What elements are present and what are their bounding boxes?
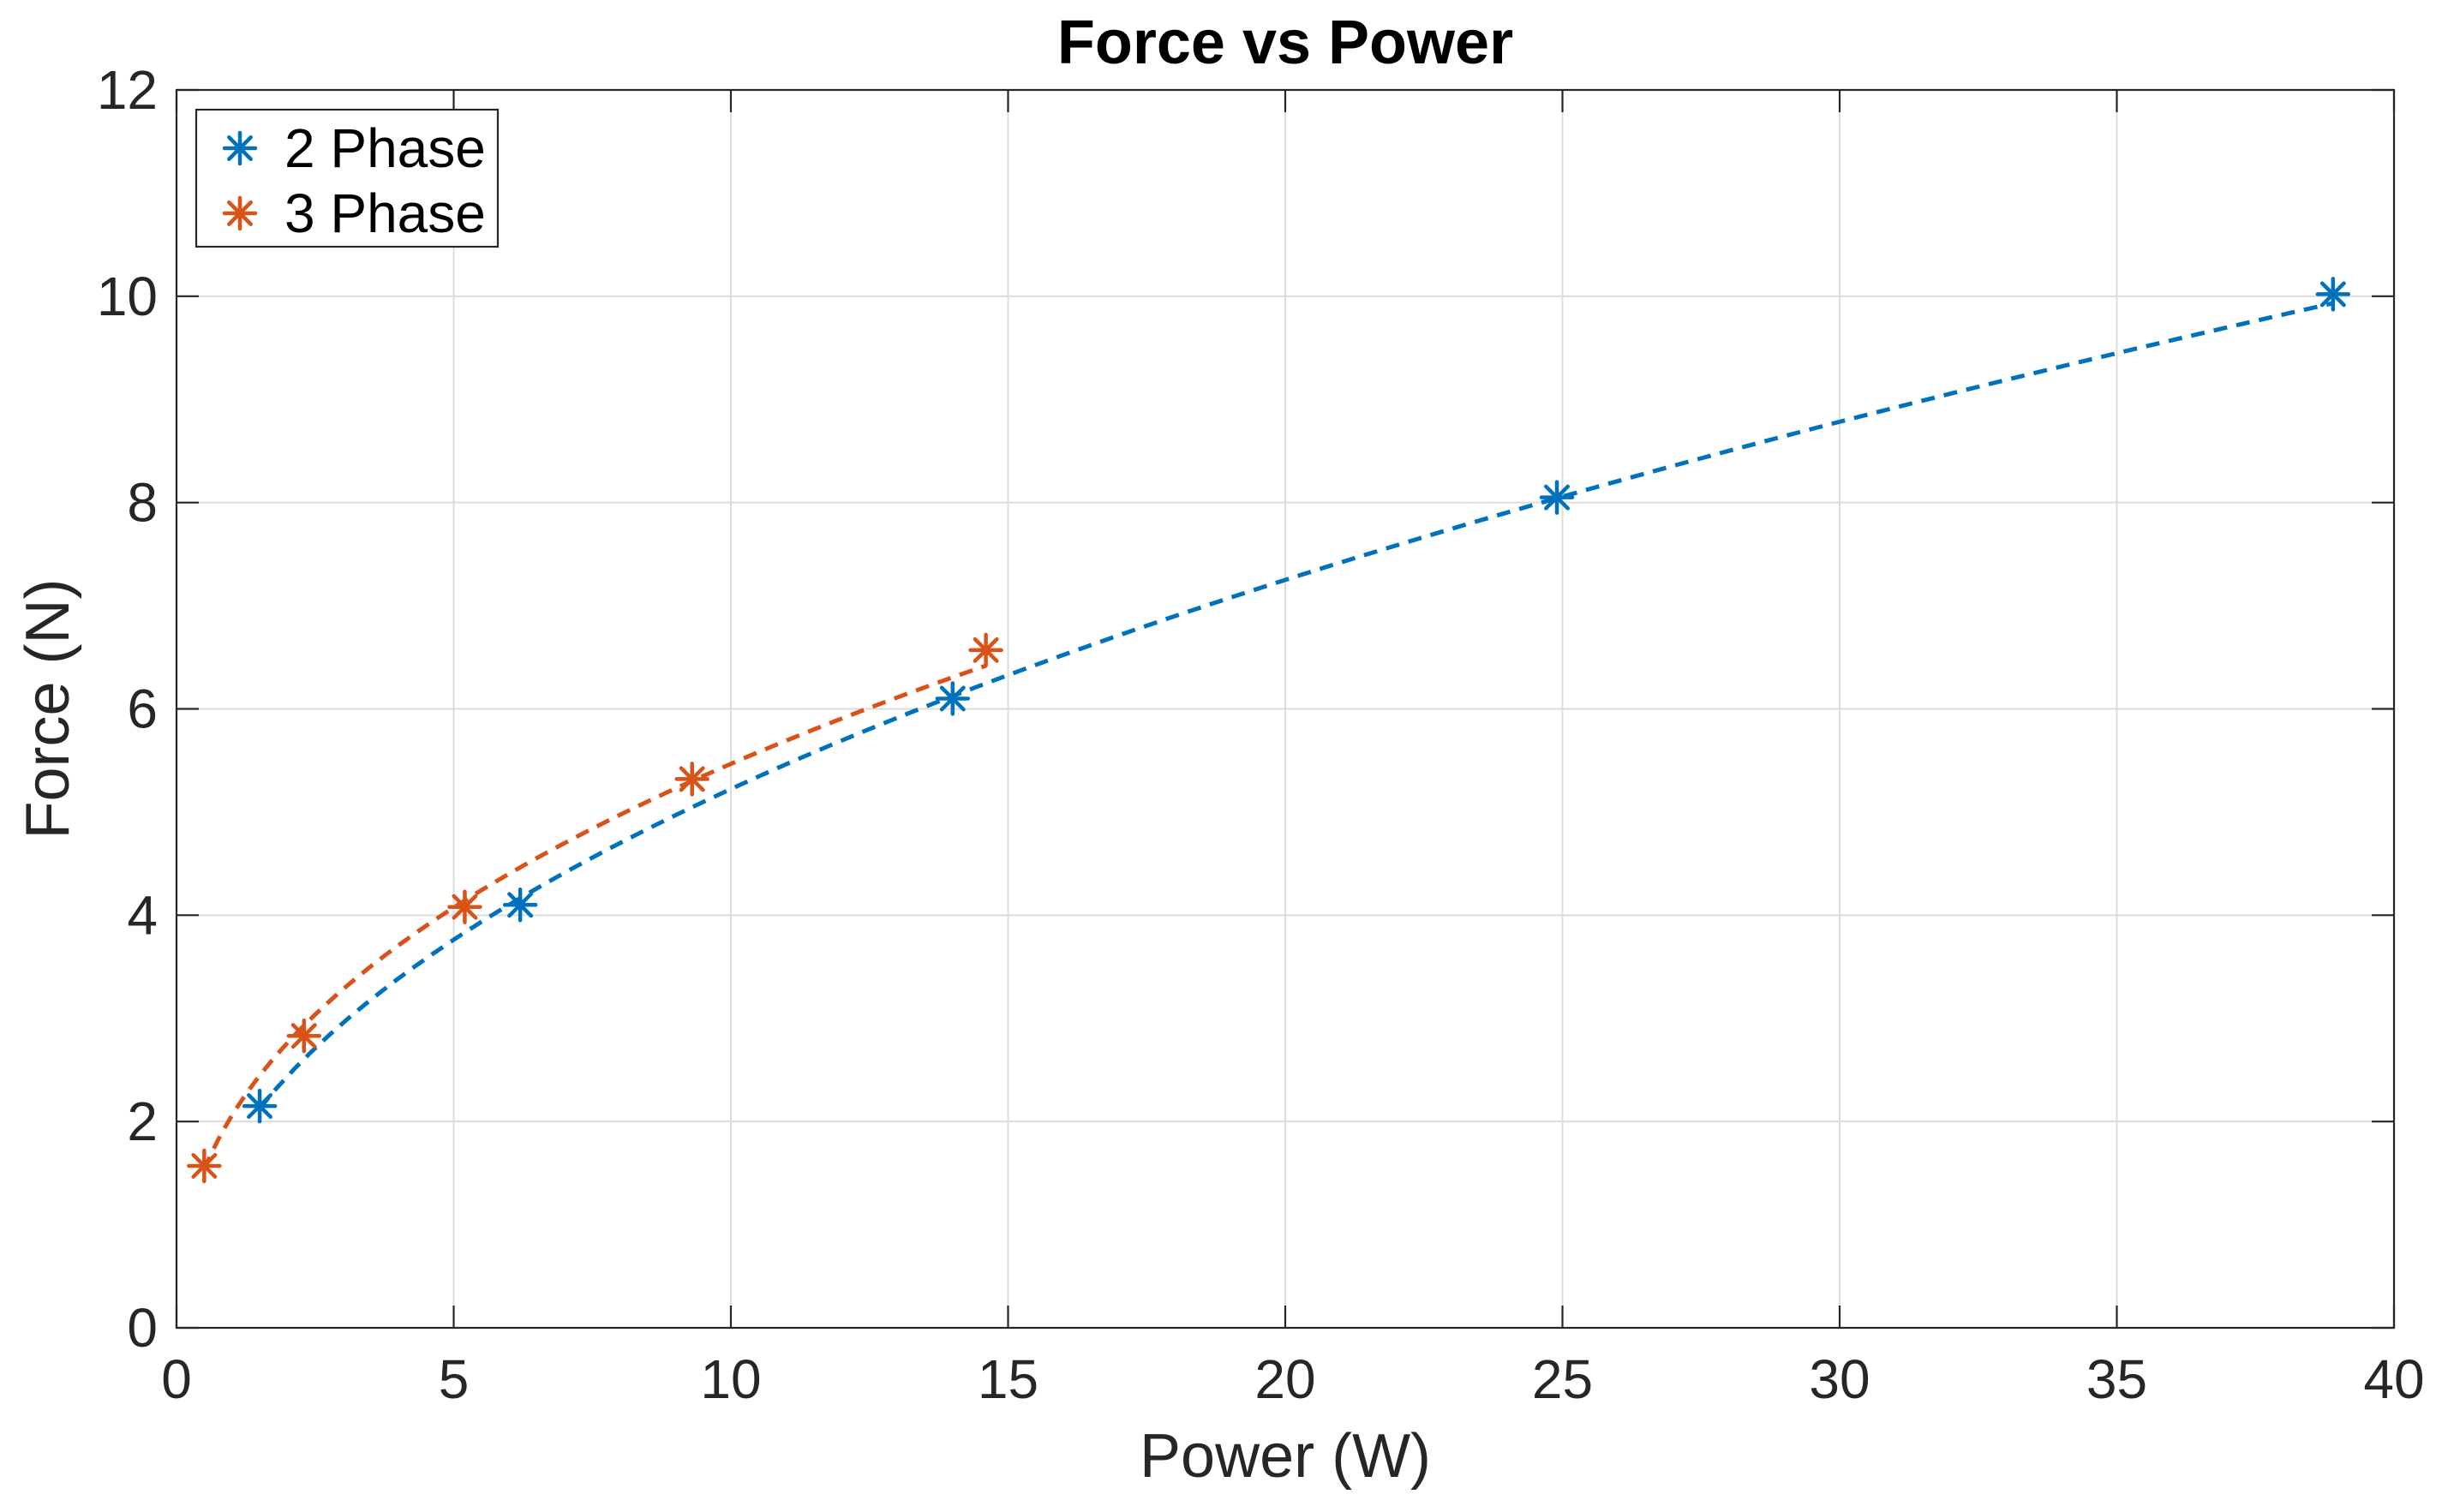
legend-asterisk-icon — [222, 195, 258, 231]
data-point-3-phase — [187, 1148, 222, 1184]
x-tick-label: 0 — [161, 1348, 192, 1410]
x-tick-label: 15 — [978, 1348, 1038, 1410]
series-2-phase — [242, 277, 2351, 1124]
y-tick-label: 12 — [97, 59, 158, 121]
legend-label-3-phase: 3 Phase — [284, 182, 486, 244]
data-point-2-phase — [935, 681, 971, 716]
x-tick-label: 5 — [439, 1348, 470, 1410]
y-tick-label: 2 — [127, 1091, 158, 1152]
y-axis-label: Force (N) — [14, 579, 82, 840]
tick-layer: 0 5 10 15 20 25 30 35 40 0 2 4 6 8 10 12 — [97, 59, 2425, 1410]
legend-label-2-phase: 2 Phase — [284, 117, 486, 179]
x-tick-label: 35 — [2086, 1348, 2147, 1410]
data-point-2-phase — [2315, 277, 2351, 312]
series-line-2-phase — [258, 301, 2334, 1110]
legend-marker-2-phase — [222, 130, 258, 166]
legend-entry-3-phase: 3 Phase — [222, 182, 486, 244]
x-tick-label: 20 — [1254, 1348, 1315, 1410]
x-tick-label: 30 — [1809, 1348, 1870, 1410]
data-point-2-phase — [1539, 480, 1575, 515]
x-tick-label: 40 — [2363, 1348, 2424, 1410]
y-tick-label: 0 — [127, 1297, 158, 1359]
legend: 2 Phase 3 Phase — [195, 108, 500, 248]
x-tick-label: 25 — [1532, 1348, 1593, 1410]
y-tick-label: 6 — [127, 678, 158, 740]
legend-marker-3-phase — [222, 195, 258, 231]
data-point-2-phase — [242, 1088, 278, 1124]
data-point-3-phase — [968, 632, 1003, 668]
data-point-3-phase — [674, 762, 709, 797]
x-axis-label: Power (W) — [1140, 1422, 1431, 1491]
x-tick-label: 10 — [700, 1348, 761, 1410]
series-line-3-phase — [202, 663, 987, 1171]
series-layer — [187, 277, 2351, 1184]
y-tick-label: 10 — [97, 266, 158, 327]
chart-title: Force vs Power — [1057, 9, 1513, 77]
legend-entry-2-phase: 2 Phase — [222, 117, 486, 179]
series-3-phase — [187, 632, 1003, 1184]
data-point-3-phase — [286, 1018, 322, 1054]
y-tick-label: 8 — [127, 472, 158, 534]
y-tick-label: 4 — [127, 884, 158, 946]
grid-layer — [176, 89, 2395, 1329]
data-point-3-phase — [447, 889, 482, 924]
legend-asterisk-icon — [222, 130, 258, 166]
legend-box — [195, 108, 500, 248]
data-point-2-phase — [502, 887, 538, 923]
